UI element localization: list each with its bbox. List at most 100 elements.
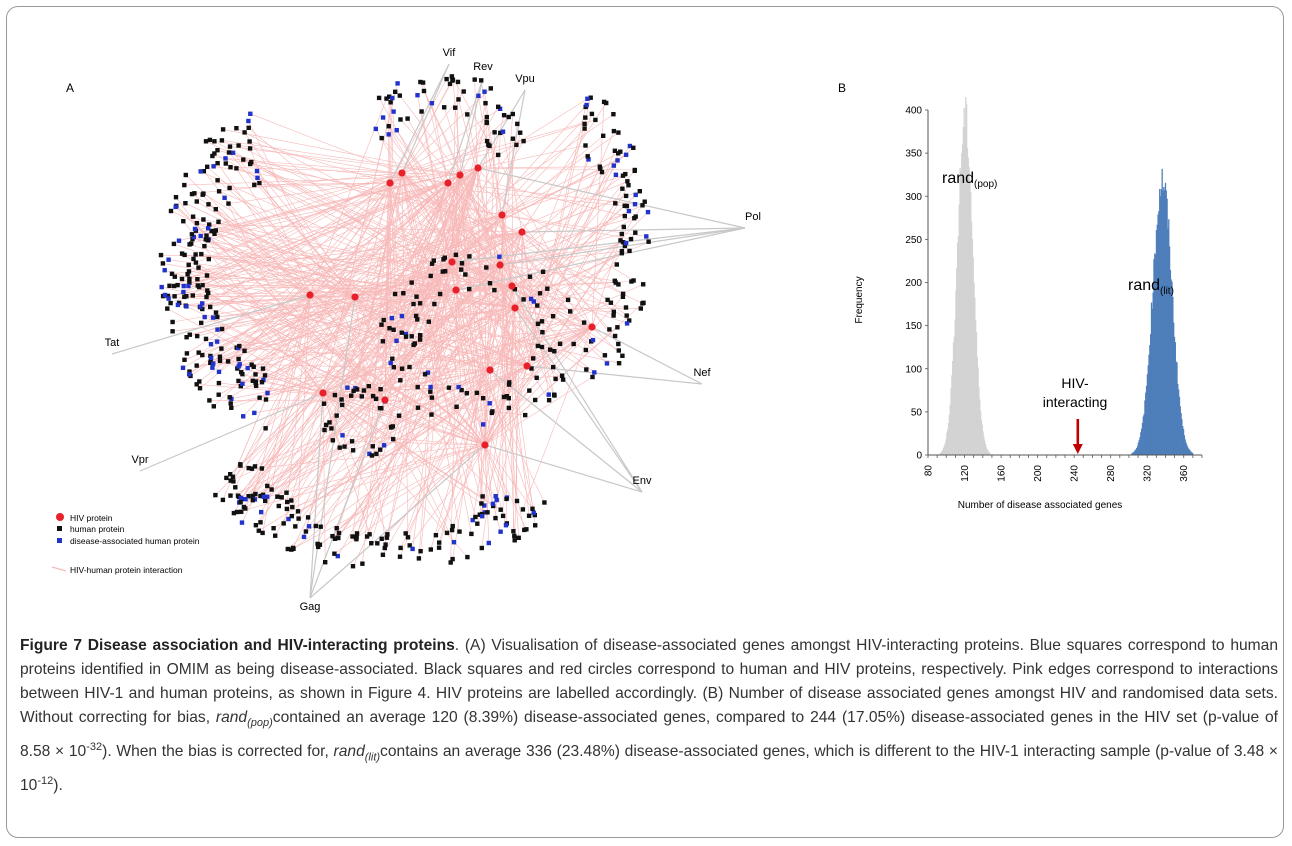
disease-protein-node	[585, 96, 590, 101]
disease-protein-node	[243, 497, 248, 502]
hiv-protein-node	[474, 164, 482, 172]
human-protein-node	[285, 546, 290, 552]
human-protein-node	[196, 265, 201, 270]
histogram-bar	[971, 238, 974, 455]
human-protein-node	[447, 81, 453, 87]
human-protein-node	[332, 392, 338, 398]
histogram-bar	[1146, 374, 1149, 455]
histogram-bar	[1155, 230, 1158, 455]
human-protein-node	[398, 117, 403, 122]
human-protein-node	[628, 236, 634, 242]
human-protein-node	[197, 386, 203, 391]
hiv-protein-node	[588, 323, 596, 331]
human-protein-node	[201, 217, 206, 222]
histogram-bar	[970, 221, 973, 455]
human-protein-node	[507, 380, 512, 385]
histogram-bar	[1131, 453, 1133, 455]
human-protein-node	[179, 276, 185, 282]
rand-lit-histogram	[1131, 168, 1194, 455]
human-protein-node	[194, 199, 199, 204]
histogram-bar	[946, 432, 948, 455]
disease-protein-node	[180, 365, 186, 370]
histogram-bar	[956, 268, 958, 455]
histogram-bar	[1153, 259, 1155, 455]
histogram-bar	[982, 431, 984, 455]
human-protein-node	[601, 133, 606, 138]
histogram-bar	[961, 153, 963, 455]
human-protein-node	[206, 256, 211, 262]
histogram-bar	[959, 167, 961, 456]
human-protein-node	[336, 530, 342, 536]
human-protein-node	[527, 274, 533, 279]
human-protein-node	[546, 398, 552, 403]
disease-protein-node	[415, 93, 420, 98]
human-protein-node	[263, 498, 268, 504]
human-protein-node	[242, 348, 247, 353]
human-protein-node	[487, 143, 492, 148]
histogram-bar	[1183, 435, 1186, 455]
human-protein-node	[182, 182, 187, 188]
caption-title: Figure 7 Disease association and HIV-int…	[20, 637, 455, 654]
human-protein-node	[382, 545, 387, 551]
human-protein-node	[354, 531, 360, 536]
human-protein-node	[189, 232, 195, 237]
human-protein-node	[259, 380, 265, 385]
human-protein-node	[253, 372, 258, 377]
histogram-bar	[1190, 451, 1192, 455]
histogram-bar	[980, 419, 983, 455]
human-protein-node	[428, 389, 433, 394]
human-protein-node	[627, 248, 632, 254]
histogram-bar	[967, 157, 969, 456]
human-protein-node	[479, 501, 484, 506]
histogram-bar	[988, 451, 990, 455]
disease-protein-node	[590, 337, 596, 343]
human-protein-node	[453, 252, 459, 257]
human-protein-node	[627, 318, 632, 323]
human-protein-node	[602, 353, 608, 358]
human-protein-node	[236, 378, 241, 384]
histogram-bar	[983, 436, 985, 455]
human-protein-node	[165, 293, 171, 299]
histogram-bar	[947, 429, 949, 455]
human-protein-node	[243, 506, 248, 511]
hiv-annotation-line2: interacting	[1043, 394, 1108, 410]
human-protein-node	[419, 109, 424, 114]
histogram-bar	[962, 127, 965, 455]
disease-protein-node	[373, 126, 378, 132]
histogram-bar	[1150, 334, 1152, 455]
human-protein-node	[545, 286, 550, 291]
human-protein-node	[201, 191, 206, 196]
human-protein-node	[619, 231, 624, 237]
histogram-bar	[1159, 188, 1161, 455]
human-protein-node	[403, 531, 408, 536]
histogram-bar	[1160, 189, 1163, 455]
human-protein-node	[417, 301, 423, 306]
human-protein-node	[467, 254, 472, 259]
human-protein-node	[632, 216, 637, 221]
label-connectors	[111, 63, 746, 599]
human-protein-node	[340, 402, 345, 408]
human-protein-nodes	[158, 74, 651, 569]
disease-protein-node	[208, 355, 214, 361]
hiv-label-gag: Gag	[300, 601, 321, 613]
histogram-bar	[965, 97, 967, 455]
histogram-bar	[951, 375, 953, 455]
human-protein-node	[226, 201, 231, 206]
human-protein-node	[464, 391, 469, 396]
panel-b-label: B	[838, 81, 846, 95]
histogram-bar	[1170, 279, 1172, 455]
human-protein-node	[498, 507, 503, 512]
human-protein-node	[484, 265, 489, 270]
human-protein-node	[370, 393, 376, 399]
human-protein-node	[387, 326, 392, 331]
human-protein-node	[260, 530, 265, 536]
human-protein-node	[253, 383, 259, 389]
disease-protein-node	[192, 226, 198, 232]
disease-protein-node	[623, 152, 629, 157]
human-protein-node	[193, 252, 198, 257]
human-protein-node	[252, 182, 257, 188]
disease-protein-node	[335, 553, 340, 559]
human-protein-node	[207, 137, 213, 143]
disease-protein-node	[388, 360, 393, 366]
histogram-bar	[963, 107, 965, 455]
